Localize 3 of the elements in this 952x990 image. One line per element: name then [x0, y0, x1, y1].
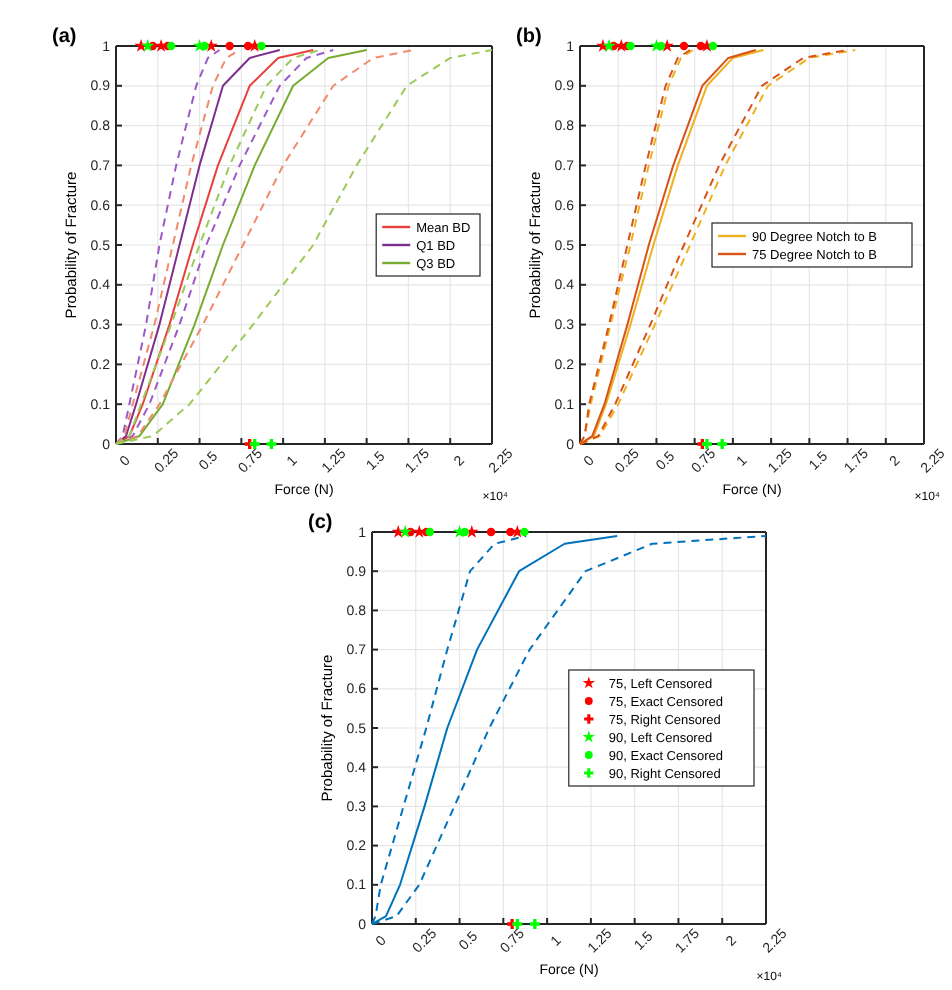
chart-title: (c)	[308, 512, 333, 534]
chart-title: (a)	[52, 26, 77, 48]
chart-title: (b)	[516, 26, 542, 48]
